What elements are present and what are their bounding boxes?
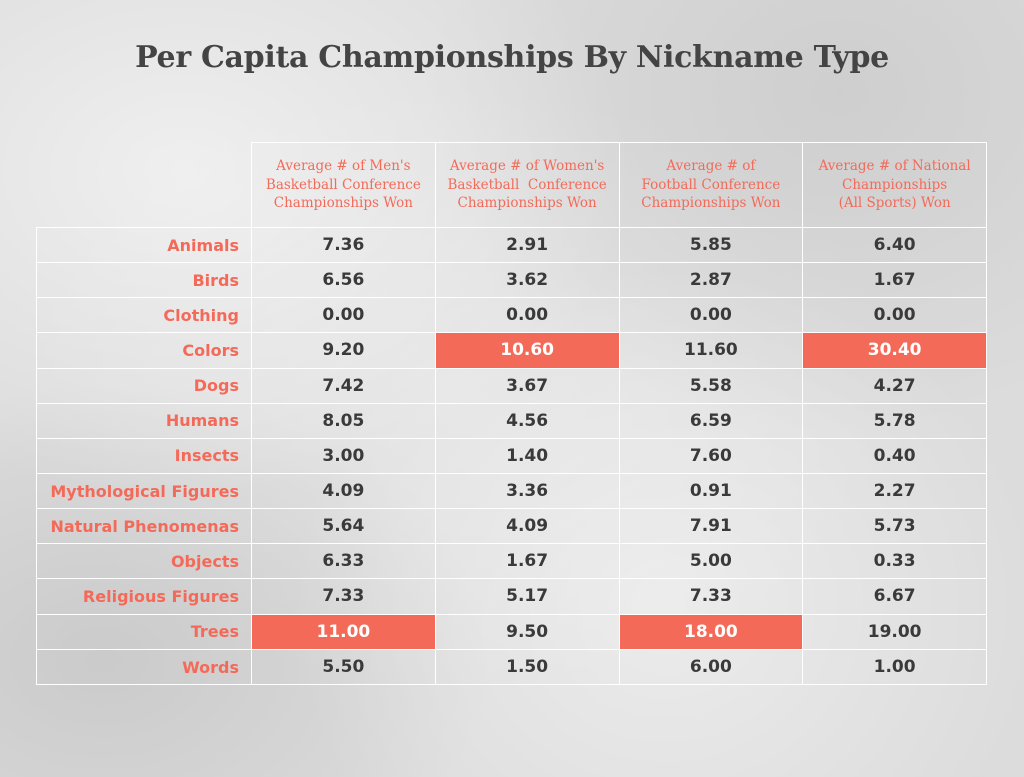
value-cell: 9.50	[436, 614, 620, 649]
row-label: Words	[37, 649, 252, 685]
column-header-4: Average # of National Championships (All S…	[802, 142, 987, 227]
column-header-line: Championships Won	[641, 195, 781, 212]
column-header-line: Basketball Conference	[447, 176, 607, 193]
championships-table: Animals 7.36 2.91 5.85 6.40 Birds 6.56 3.62 2.87…	[36, 227, 987, 685]
table-row: Mythological Figures 4.09 3.36 0.91 2.27	[37, 473, 986, 510]
value-cell: 2.27	[873, 481, 916, 502]
value-cell: 5.50	[252, 649, 436, 685]
value-cell: 5.78	[873, 410, 916, 431]
value-cell: 9.20	[252, 333, 436, 368]
column-header-line: Average # of National	[818, 158, 971, 175]
table-row: Humans 8.05 4.56 6.59 5.78	[37, 403, 986, 439]
table-row: Animals 7.36 2.91 5.85 6.40	[37, 228, 986, 264]
value-cell: 0.33	[873, 551, 916, 572]
value-cell: 7.36	[252, 228, 436, 263]
value-cell: 6.40	[873, 235, 916, 256]
value-cell: 19.00	[867, 621, 922, 642]
value-cell: 0.40	[873, 445, 916, 466]
value-cell: 0.00	[873, 305, 916, 326]
value-cell: 2.91	[436, 228, 620, 263]
table-row: Objects 6.33 1.67 5.00 0.33	[37, 544, 986, 580]
column-header-line: Championships Won	[273, 195, 413, 212]
column-header-3: Average # of Football Conference Champions…	[618, 142, 803, 227]
row-label: Insects	[37, 438, 252, 473]
row-label: Natural Phenomenas	[37, 509, 252, 544]
value-cell: 4.09	[436, 509, 620, 544]
value-cell: 5.58	[620, 368, 804, 403]
table-row: Birds 6.56 3.62 2.87 1.67	[37, 263, 986, 299]
value-cell: 5.00	[620, 544, 804, 579]
page-title: Per Capita Championships By Nickname Typ…	[135, 40, 889, 75]
value-cell: 6.00	[620, 649, 804, 685]
table-row: Trees 11.00 9.50 18.00 19.00	[37, 614, 986, 650]
table-header-row: Average # of Men's Basketball Conference C…	[251, 142, 987, 227]
value-cell: 4.56	[436, 403, 620, 438]
column-header-2: Average # of Women's Basketball Conferenc…	[434, 142, 619, 227]
value-cell: 5.17	[436, 579, 620, 614]
table-row: Religious Figures 7.33 5.17 7.33 6.67	[37, 579, 986, 615]
row-label: Colors	[37, 333, 252, 368]
value-cell: 0.00	[620, 298, 804, 333]
highlighted-value-cell: 10.60	[435, 333, 620, 368]
row-label: Mythological Figures	[37, 473, 252, 509]
value-cell: 1.00	[873, 657, 916, 678]
value-cell: 3.36	[436, 473, 620, 509]
value-cell: 1.67	[436, 544, 620, 579]
value-cell: 4.09	[252, 473, 436, 509]
highlighted-value-cell: 30.40	[803, 333, 986, 368]
row-label: Trees	[37, 614, 252, 649]
column-header-line: Football Conference	[641, 176, 781, 193]
table-row: Natural Phenomenas 5.64 4.09 7.91 5.73	[37, 509, 986, 545]
value-cell: 4.27	[873, 375, 916, 396]
value-cell: 5.64	[252, 509, 436, 544]
value-cell: 7.33	[252, 579, 436, 614]
value-cell: 7.60	[620, 438, 804, 473]
value-cell: 3.62	[436, 263, 620, 298]
column-header-line: Average # of Men's	[276, 158, 411, 175]
table-row: Colors 9.20 10.60 11.60 30.40	[37, 333, 986, 369]
row-label: Humans	[37, 403, 252, 438]
row-label: Objects	[37, 544, 252, 579]
value-cell: 7.91	[620, 509, 804, 544]
row-label: Dogs	[37, 368, 252, 403]
value-cell: 5.73	[873, 516, 916, 537]
value-cell: 3.00	[252, 438, 436, 473]
value-cell: 7.42	[252, 368, 436, 403]
value-cell: 0.91	[620, 473, 804, 509]
row-label: Religious Figures	[37, 579, 252, 614]
row-label: Animals	[37, 228, 252, 263]
value-cell: 1.50	[436, 649, 620, 685]
value-cell: 0.00	[436, 298, 620, 333]
column-header-line: Championships	[842, 176, 948, 193]
value-cell: 6.33	[252, 544, 436, 579]
table-row: Clothing 0.00 0.00 0.00 0.00	[37, 298, 986, 334]
value-cell: 11.60	[620, 333, 804, 368]
value-cell: 3.67	[436, 368, 620, 403]
column-header-1: Average # of Men's Basketball Conference C…	[251, 142, 435, 227]
value-cell: 0.00	[252, 298, 436, 333]
value-cell: 1.67	[873, 270, 916, 291]
column-header-line: (All Sports) Won	[838, 195, 951, 212]
table-row: Dogs 7.42 3.67 5.58 4.27	[37, 368, 986, 404]
highlighted-value-cell: 18.00	[619, 614, 804, 649]
value-cell: 7.33	[620, 579, 804, 614]
column-header-line: Championships Won	[457, 195, 597, 212]
column-header-line: Average # of	[666, 158, 756, 175]
column-header-line: Basketball Conference	[265, 176, 421, 193]
value-cell: 6.59	[620, 403, 804, 438]
highlighted-value-cell: 11.00	[252, 614, 436, 649]
value-cell: 2.87	[620, 263, 804, 298]
row-label: Birds	[37, 263, 252, 298]
table-row: Words 5.50 1.50 6.00 1.00	[37, 649, 986, 685]
value-cell: 6.67	[873, 586, 916, 607]
value-cell: 8.05	[252, 403, 436, 438]
value-cell: 6.56	[252, 263, 436, 298]
value-cell: 1.40	[436, 438, 620, 473]
column-header-line: Average # of Women's	[449, 158, 605, 175]
row-label: Clothing	[37, 298, 252, 333]
table-row: Insects 3.00 1.40 7.60 0.40	[37, 438, 986, 474]
value-cell: 5.85	[620, 228, 804, 263]
